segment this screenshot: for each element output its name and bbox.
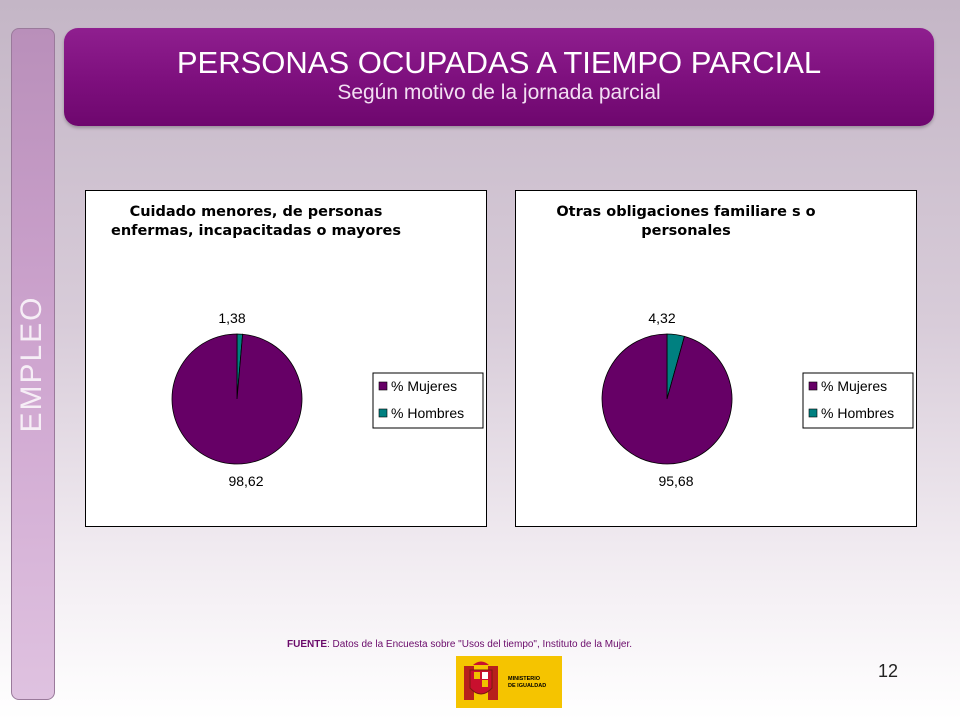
header-banner: PERSONAS OCUPADAS A TIEMPO PARCIAL Según… [64,28,934,126]
legend-box [372,372,484,429]
source-text: : Datos de la Encuesta sobre "Usos del t… [327,639,633,650]
legend-swatch [378,408,388,418]
page-subtitle: Según motivo de la jornada parcial [337,81,661,104]
chart-title-line: Cuidado menores, de personas [130,204,383,220]
legend-entry: % Hombres [821,405,894,421]
legend-swatch [808,408,818,418]
section-label: EMPLEO [15,295,48,433]
legend-swatch [808,381,818,391]
page-number: 12 [878,661,899,681]
section-sidebar [11,28,55,700]
pie-slice-mujeres [171,333,303,465]
legend-entry: % Hombres [391,405,464,421]
legend-swatch [378,381,388,391]
logo-line-1: MINISTERIO [508,676,541,682]
data-label-hombres: 1,38 [218,310,245,326]
pie-chart-cuidado: Cuidado menores, de personas enfermas, in… [85,190,487,527]
legend-entry: % Mujeres [391,378,457,394]
data-label-mujeres: 98,62 [228,473,263,489]
chart-title-line: personales [641,223,731,239]
page-title: PERSONAS OCUPADAS A TIEMPO PARCIAL [176,45,822,80]
legend-entry: % Mujeres [821,378,887,394]
logo-line-2: DE IGUALDAD [508,683,546,689]
pie-slice-mujeres [601,333,733,465]
source-label: FUENTE [287,639,327,650]
source-note: FUENTE: Datos de la Encuesta sobre "Usos… [287,639,632,650]
chart-title-line: Otras obligaciones familiare s o [556,204,815,220]
legend-box [802,372,914,429]
chart-title-line: enfermas, incapacitadas o mayores [111,223,401,239]
pie-chart-otras-obligaciones: Otras obligaciones familiare s o personal… [515,190,917,527]
data-label-hombres: 4,32 [648,310,675,326]
data-label-mujeres: 95,68 [658,473,693,489]
ministry-logo: MINISTERIO DE IGUALDAD [456,656,562,708]
